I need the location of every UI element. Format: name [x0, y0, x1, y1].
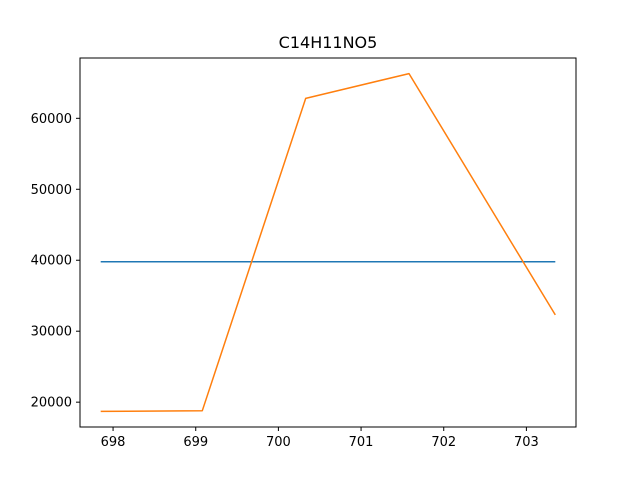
y-tick-label: 60000 — [31, 112, 72, 127]
x-tick-label: 699 — [183, 435, 208, 450]
x-tick-label: 703 — [514, 435, 539, 450]
x-tick-label: 700 — [266, 435, 291, 450]
series-layer — [100, 72, 556, 413]
y-axis: 20000 30000 40000 50000 60000 — [31, 112, 80, 411]
y-tick-label: 20000 — [31, 396, 72, 411]
y-tick-label: 30000 — [31, 325, 72, 340]
x-tick-label: 702 — [431, 435, 456, 450]
plot-frame — [79, 57, 577, 428]
chart-title: C14H11NO5 — [279, 33, 378, 52]
y-tick-label: 50000 — [31, 183, 72, 198]
x-axis: 698 699 700 701 702 703 — [101, 427, 539, 450]
x-tick-label: 698 — [101, 435, 126, 450]
y-tick-label: 40000 — [31, 254, 72, 269]
series-line-2 — [100, 72, 556, 413]
x-tick-label: 701 — [349, 435, 374, 450]
